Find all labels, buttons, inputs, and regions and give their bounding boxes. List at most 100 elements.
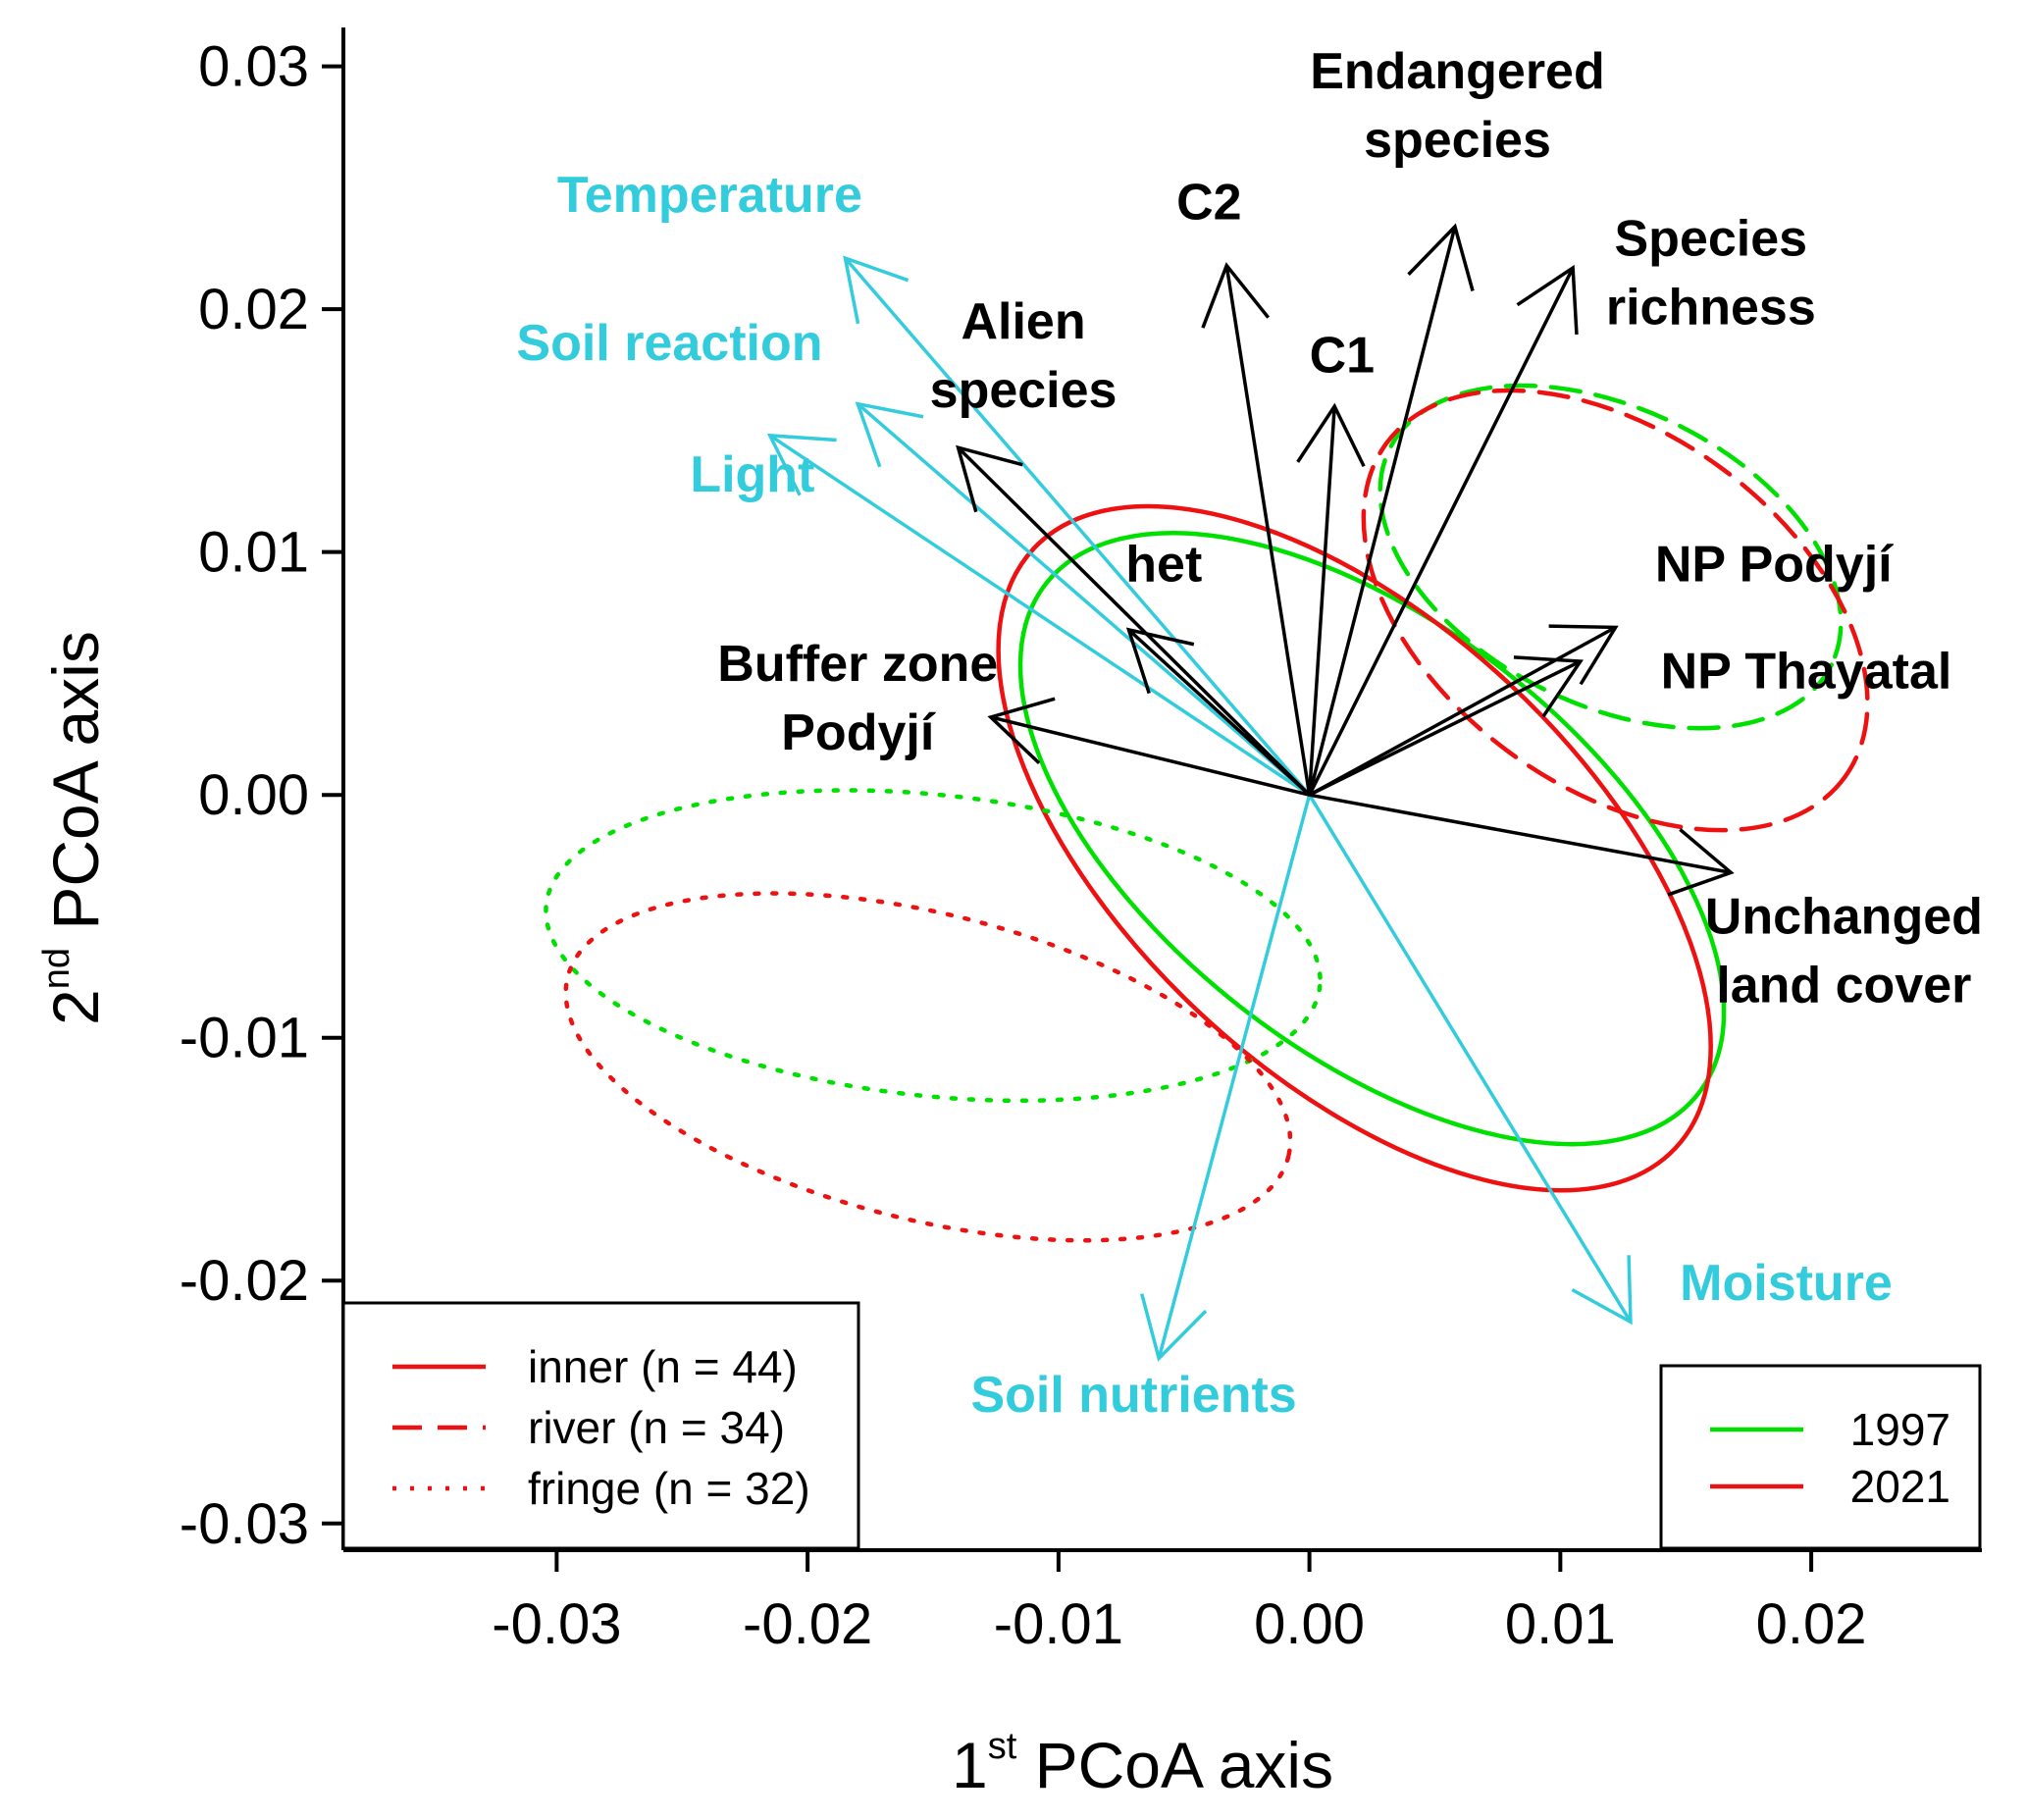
vector-shaft bbox=[957, 445, 1311, 797]
y-tick-label: -0.03 bbox=[180, 1492, 309, 1556]
x-tick-label: -0.01 bbox=[994, 1592, 1123, 1656]
vector-label-line: Endangered bbox=[1310, 43, 1605, 100]
vector-arrowhead bbox=[987, 697, 1056, 765]
vector-label-line: C1 bbox=[1310, 327, 1375, 384]
vector-arrowhead bbox=[1407, 223, 1475, 291]
vector-np-podyj bbox=[1308, 624, 1619, 797]
vector-label-line: Light bbox=[690, 446, 814, 503]
vector-c2 bbox=[1201, 262, 1312, 796]
vector-shaft bbox=[1308, 625, 1617, 797]
vector-label-soil-reaction: Soil reaction bbox=[516, 315, 822, 372]
ellipse-fringe-1997 bbox=[544, 788, 1323, 1104]
vector-shaft bbox=[990, 715, 1311, 797]
vector-arrowhead bbox=[843, 255, 910, 325]
vector-label-line: Temperature bbox=[557, 167, 862, 224]
legend-label: 2021 bbox=[1850, 1461, 1950, 1512]
vector-shaft bbox=[1224, 265, 1312, 796]
vector-shaft bbox=[844, 257, 1311, 797]
vector-label-unchanged-land-cover: Unchanged land cover bbox=[1705, 888, 1983, 1014]
vector-temperature bbox=[843, 255, 1311, 797]
vector-arrowhead bbox=[1125, 627, 1195, 695]
vector-shaft bbox=[1157, 794, 1312, 1359]
legend-label: river (n = 34) bbox=[528, 1402, 785, 1453]
x-axis-text: PCoA axis bbox=[1016, 1729, 1333, 1801]
vector-arrowhead bbox=[1296, 402, 1366, 467]
vector-label-line: Species bbox=[1615, 211, 1808, 268]
x-axis-ordinal: 1 bbox=[952, 1729, 988, 1801]
vector-arrowhead bbox=[766, 433, 837, 496]
x-axis-title: 1st PCoA axis bbox=[952, 1726, 1333, 1801]
vector-label-line: Podyjí bbox=[781, 704, 936, 761]
x-tick-label: -0.02 bbox=[743, 1592, 872, 1656]
legend-years: 1997 2021 bbox=[1659, 1364, 1982, 1550]
vector-shaft bbox=[857, 402, 1311, 797]
vector-label-temperature: Temperature bbox=[557, 167, 862, 224]
vector-c1 bbox=[1296, 402, 1366, 796]
vector-label-c2: C2 bbox=[1176, 175, 1241, 232]
vector-shaft bbox=[1308, 659, 1582, 797]
y-tick-label: 0.02 bbox=[198, 278, 309, 341]
vector-label-np-thayatal: NP Thayatal bbox=[1661, 643, 1952, 700]
vector-shaft bbox=[1308, 267, 1575, 796]
vector-label-line: Moisture bbox=[1680, 1255, 1893, 1312]
vector-label-moisture: Moisture bbox=[1680, 1255, 1893, 1312]
legend-groups-box bbox=[341, 1301, 860, 1550]
x-tick-label: 0.00 bbox=[1254, 1592, 1365, 1656]
legend-label: fringe (n = 32) bbox=[528, 1463, 810, 1514]
vector-label-line: richness bbox=[1606, 280, 1816, 337]
vector-label-line: Soil reaction bbox=[516, 315, 822, 372]
vector-label-line: species bbox=[1364, 112, 1551, 169]
vector-arrowhead bbox=[1513, 655, 1584, 718]
y-axis-text: PCoA axis bbox=[39, 631, 112, 948]
vector-label-line: Buffer zone bbox=[717, 636, 998, 693]
vector-arrowhead bbox=[1516, 264, 1579, 336]
y-tick-label: -0.01 bbox=[180, 1007, 309, 1070]
ellipse-inner-2021 bbox=[996, 503, 1713, 1193]
vector-species-richness bbox=[1308, 264, 1579, 796]
vector-arrowhead bbox=[1667, 828, 1735, 897]
vector-shaft bbox=[1127, 628, 1311, 797]
y-tick-label: -0.02 bbox=[180, 1249, 309, 1313]
vector-label-species-richness: Species richness bbox=[1606, 211, 1816, 337]
vector-het bbox=[1125, 627, 1311, 797]
legend-years-box bbox=[1659, 1364, 1982, 1550]
vector-label-c1: C1 bbox=[1310, 327, 1375, 384]
x-axis-suffix: st bbox=[988, 1726, 1017, 1767]
vector-soil-reaction bbox=[855, 401, 1311, 797]
vector-label-het: het bbox=[1125, 536, 1202, 593]
vector-label-light: Light bbox=[690, 446, 814, 503]
vector-label-alien-species: Alien species bbox=[930, 293, 1117, 419]
legend-label: 1997 bbox=[1850, 1404, 1950, 1455]
vector-label-line: species bbox=[930, 362, 1117, 419]
vector-shaft bbox=[768, 434, 1311, 797]
ellipse-river-1997 bbox=[1377, 383, 1844, 731]
vector-label-line: land cover bbox=[1716, 957, 1971, 1014]
vector-arrowhead bbox=[1201, 262, 1271, 329]
legend-groups: inner (n = 44) river (n = 34) fringe (n = … bbox=[341, 1301, 860, 1550]
x-tick-label: 0.01 bbox=[1505, 1592, 1616, 1656]
vector-light bbox=[766, 433, 1311, 797]
y-tick-label: 0.03 bbox=[198, 35, 309, 99]
x-tick-label: 0.02 bbox=[1756, 1592, 1867, 1656]
vector-arrowhead bbox=[1140, 1293, 1208, 1362]
ellipse-river-2021 bbox=[1361, 388, 1870, 833]
vector-shaft bbox=[1307, 406, 1336, 796]
vector-alien-species bbox=[956, 444, 1311, 797]
vector-arrowhead bbox=[956, 444, 1023, 513]
vector-shaft bbox=[1307, 226, 1457, 796]
y-axis-title: 2nd PCoA axis bbox=[36, 631, 112, 1025]
vector-unchanged-land-cover bbox=[1309, 793, 1735, 897]
vector-label-line: NP Thayatal bbox=[1661, 643, 1952, 700]
vector-arrowhead bbox=[1548, 624, 1619, 686]
vector-label-buffer-zone-podyj: Buffer zone Podyjí bbox=[717, 636, 998, 761]
vector-label-line: Soil nutrients bbox=[970, 1367, 1296, 1424]
vector-shaft bbox=[1308, 794, 1633, 1324]
y-tick-label: 0.01 bbox=[198, 521, 309, 585]
vector-arrowhead bbox=[855, 401, 924, 468]
vector-label-soil-nutrients: Soil nutrients bbox=[970, 1367, 1296, 1424]
vector-label-line: Alien bbox=[961, 293, 1085, 350]
vector-arrowhead bbox=[1571, 1255, 1633, 1326]
vector-np-thayatal bbox=[1308, 655, 1584, 797]
y-axis-ordinal: 2 bbox=[39, 989, 112, 1025]
vector-label-line: Unchanged bbox=[1705, 888, 1983, 945]
